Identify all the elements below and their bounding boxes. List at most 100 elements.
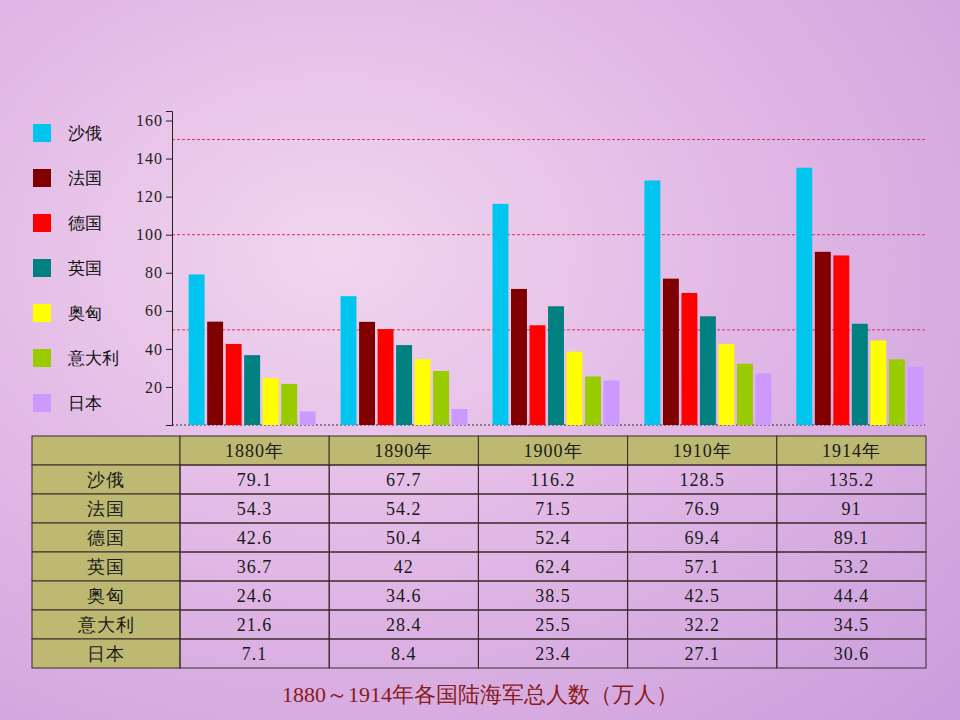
table-cell [777,552,926,581]
table-cell [478,581,627,610]
y-tick-mark [166,349,172,350]
table-value: 27.1 [684,644,720,664]
bar [511,289,527,425]
table-value: 67.7 [386,470,422,490]
bar [207,322,223,425]
table-cell [628,436,777,465]
bar [604,380,620,425]
table-value: 24.6 [237,586,273,606]
table-cell [478,523,627,552]
table-cell [180,465,329,494]
bar [359,322,375,425]
table-value: 30.6 [834,644,870,664]
legend-swatch [33,214,51,232]
table-column-head: 1914年 [822,441,881,461]
legend-label: 奥匈 [68,304,102,323]
table-value: 62.4 [535,557,571,577]
table-cell [628,494,777,523]
table-value: 23.4 [535,644,571,664]
bar [681,293,697,425]
bar [226,344,242,425]
legend-label: 日本 [68,394,102,413]
bars [189,168,924,425]
table-cell [32,494,180,523]
table-cell [628,465,777,494]
table-cell [180,639,329,668]
bar [281,384,297,425]
table-value: 69.4 [684,528,720,548]
y-tick-mark [166,235,172,236]
table-cell [32,436,180,465]
table-value: 135.2 [829,470,875,490]
table-cell [628,581,777,610]
bar [244,355,260,425]
bar [396,345,412,425]
y-tick-mark [166,197,172,198]
chart-title: 1880～1914年各国陆海军总人数（万人） [282,682,678,707]
data-table: 1880年1890年1900年1910年1914年沙俄79.167.7116.2… [32,436,926,668]
y-tick-mark [166,273,172,274]
y-tick-mark [166,121,172,122]
table-cell [777,523,926,552]
table-row-head: 日本 [87,644,125,664]
table-value: 91 [841,499,861,519]
table-value: 36.7 [237,557,273,577]
bar [530,325,546,425]
y-axis: 20406080100120140160 [136,112,173,426]
table-value: 54.3 [237,499,273,519]
table-value: 57.1 [684,557,720,577]
table-cell [777,494,926,523]
reference-line [172,139,925,140]
table-value: 128.5 [679,470,725,490]
bar [415,359,431,425]
table-value: 79.1 [237,470,273,490]
y-tick-label: 20 [145,379,163,396]
table-cell [628,523,777,552]
bar [870,341,886,425]
table-cell [180,581,329,610]
table-cell [329,552,478,581]
y-tick: 40 [145,340,172,357]
table-cell [329,639,478,668]
table-value: 38.5 [535,586,571,606]
table-cell [180,523,329,552]
table-value: 25.5 [535,615,571,635]
table-cell [628,552,777,581]
y-tick-label: 100 [136,226,163,243]
bar [452,409,468,425]
bar [755,373,771,425]
table-cell [32,523,180,552]
table-cell [32,610,180,639]
table-cell [180,436,329,465]
table-cell [777,436,926,465]
y-tick-label: 140 [136,150,163,167]
bar [815,252,831,425]
bar [378,329,394,425]
table-value: 7.1 [242,644,268,664]
bar [737,364,753,425]
table-cell [32,552,180,581]
bar [263,378,279,425]
table-cell [628,610,777,639]
bar [663,279,679,425]
table-cell [329,465,478,494]
table-cell [777,581,926,610]
bar [433,371,449,425]
bar [852,324,868,425]
table-cell [180,610,329,639]
legend-label: 德国 [68,214,102,233]
table-value: 42.5 [684,586,720,606]
table-cell [329,581,478,610]
y-tick-label: 40 [145,340,163,357]
table-value: 34.5 [834,615,870,635]
bar [567,352,583,425]
bar [907,367,923,425]
bar [341,296,357,425]
y-tick-mark [166,159,172,160]
bar [189,274,205,425]
y-tick: 60 [145,302,172,319]
y-tick: 80 [145,264,172,281]
table-cell [329,523,478,552]
table-value: 54.2 [386,499,422,519]
table-cell [777,639,926,668]
